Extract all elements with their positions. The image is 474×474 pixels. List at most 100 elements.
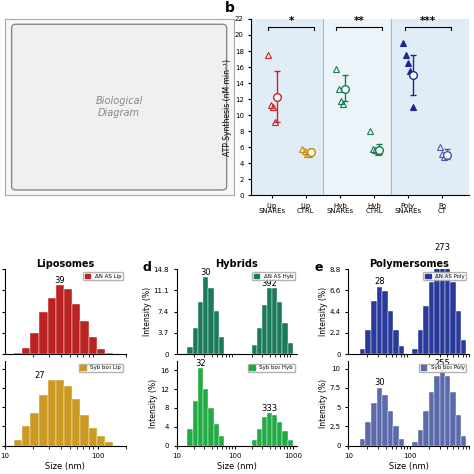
Text: d: d (143, 261, 152, 274)
Bar (439, 368, 445, 446)
Text: **: ** (354, 16, 365, 26)
Bar (283, 322, 288, 354)
Bar (428, 282, 434, 354)
Bar (412, 349, 418, 354)
Y-axis label: Intensity (%): Intensity (%) (319, 287, 328, 336)
Bar (81, 415, 89, 446)
Bar (213, 311, 219, 354)
Text: ***: *** (419, 16, 436, 26)
Bar (22, 426, 30, 446)
Bar (365, 422, 371, 446)
Legend: Syb bo₃ Hyb: Syb bo₃ Hyb (247, 364, 295, 372)
Bar (382, 292, 388, 354)
Bar (393, 426, 399, 446)
Bar (418, 330, 423, 354)
Bar (56, 380, 64, 446)
Bar (360, 349, 365, 354)
Bar (97, 436, 105, 446)
Bar (445, 376, 450, 446)
Bar (371, 301, 377, 354)
Bar (371, 403, 377, 446)
Bar (456, 415, 461, 446)
Bar (277, 422, 283, 446)
Bar (192, 328, 198, 354)
Bar (434, 376, 439, 446)
Bar (267, 412, 272, 446)
Bar (105, 442, 113, 446)
Bar (399, 346, 404, 354)
X-axis label: Size (nm): Size (nm) (217, 462, 257, 471)
Bar (56, 285, 64, 354)
Bar (382, 395, 388, 446)
Text: 27: 27 (35, 371, 46, 380)
Text: 255: 255 (434, 359, 450, 368)
Bar (445, 263, 450, 354)
Bar (209, 288, 213, 354)
Bar (251, 19, 323, 195)
Bar (428, 392, 434, 446)
X-axis label: Size (nm): Size (nm) (46, 462, 85, 471)
Bar (434, 263, 439, 354)
Bar (187, 347, 192, 354)
Bar (72, 304, 81, 354)
Bar (262, 305, 267, 354)
X-axis label: Size (nm): Size (nm) (389, 462, 428, 471)
Bar (81, 321, 89, 354)
Text: Biological
Diagram: Biological Diagram (95, 96, 143, 118)
Text: 30: 30 (374, 378, 385, 387)
Bar (423, 411, 428, 446)
Bar (39, 395, 47, 446)
Text: b: b (225, 1, 235, 16)
Bar (393, 330, 399, 354)
Bar (105, 353, 113, 354)
Bar (323, 19, 391, 195)
Bar (64, 386, 72, 446)
Bar (412, 442, 418, 446)
Bar (388, 411, 393, 446)
Y-axis label: ATP Synthesis (nM min⁻¹): ATP Synthesis (nM min⁻¹) (223, 59, 232, 155)
Y-axis label: Intensity (%): Intensity (%) (319, 379, 328, 428)
Text: 273: 273 (434, 243, 450, 252)
Text: 392: 392 (262, 280, 278, 289)
Bar (461, 436, 466, 446)
Bar (47, 298, 56, 354)
Bar (203, 277, 209, 354)
Y-axis label: Intensity (%): Intensity (%) (143, 287, 152, 336)
Bar (360, 439, 365, 446)
FancyBboxPatch shape (11, 24, 227, 190)
Bar (377, 388, 382, 446)
Bar (39, 311, 47, 354)
Bar (439, 253, 445, 354)
Bar (89, 337, 97, 354)
Legend: ΔN AS Hyb: ΔN AS Hyb (252, 272, 295, 281)
Bar (252, 346, 257, 354)
Bar (22, 348, 30, 354)
Bar (377, 287, 382, 354)
Bar (213, 424, 219, 446)
Legend: Syb bo₃ Lip: Syb bo₃ Lip (79, 364, 123, 372)
Bar (450, 392, 456, 446)
Bar (97, 349, 105, 354)
Bar (277, 302, 283, 354)
Text: 28: 28 (374, 277, 385, 286)
Bar (72, 399, 81, 446)
Text: 30: 30 (201, 268, 211, 277)
Bar (219, 436, 224, 446)
Bar (288, 440, 293, 446)
Text: *: * (289, 16, 294, 26)
Bar (252, 440, 257, 446)
Bar (257, 429, 262, 446)
Bar (450, 282, 456, 354)
Bar (203, 389, 209, 446)
Title: Hybrids: Hybrids (216, 258, 258, 268)
Bar (391, 19, 469, 195)
Legend: Syb bo₃ Poly: Syb bo₃ Poly (419, 364, 466, 372)
Text: 32: 32 (195, 359, 206, 368)
Bar (89, 428, 97, 446)
Bar (272, 415, 277, 446)
Bar (198, 302, 203, 354)
Bar (14, 353, 22, 354)
Bar (209, 408, 213, 446)
Bar (283, 431, 288, 446)
Bar (30, 413, 39, 446)
